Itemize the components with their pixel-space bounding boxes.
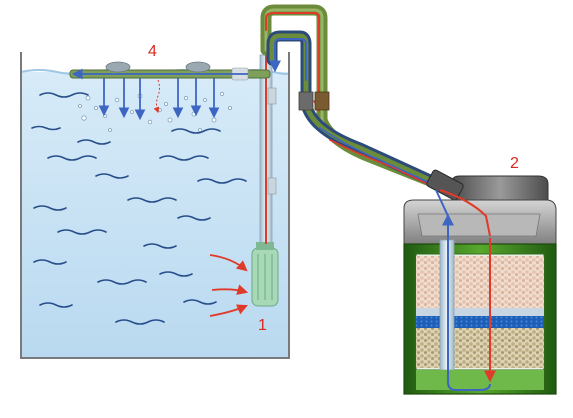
wave	[143, 243, 177, 249]
wave	[159, 271, 193, 277]
suction-cup	[185, 61, 211, 73]
suction-arrow	[209, 304, 248, 317]
canister-lid-recess	[417, 213, 541, 237]
hose-connector-block	[426, 169, 464, 201]
wave	[159, 155, 209, 161]
suction-cup-clip	[267, 177, 277, 195]
label-filter: 2	[510, 155, 519, 172]
tank-water	[21, 72, 289, 358]
hoses	[260, 4, 446, 191]
canister-filter-icon	[403, 169, 557, 395]
media-bio-balls	[416, 328, 544, 368]
suction-cup-clip	[267, 87, 277, 105]
air-bubbles	[78, 91, 232, 132]
hose-flow-line-blue	[319, 127, 429, 183]
wave	[95, 173, 129, 179]
canister-bottom-chamber	[416, 370, 544, 390]
wave	[39, 302, 73, 308]
wave	[97, 279, 147, 285]
suction-arrow	[211, 284, 249, 295]
wave	[31, 125, 61, 131]
suction-cup	[105, 61, 131, 73]
hose-flow-line-red	[329, 139, 437, 189]
media-blue-sponge	[416, 316, 544, 328]
wave	[171, 128, 221, 134]
canister-inlet-flow	[439, 189, 491, 237]
media-ceramic-rings	[416, 256, 544, 308]
canister-up-flow-arrow	[442, 213, 491, 391]
wave	[197, 178, 247, 184]
media-fine-pad	[416, 308, 544, 316]
wave	[47, 155, 97, 161]
wave	[33, 259, 67, 265]
hose-valve	[314, 91, 330, 111]
wave	[177, 215, 211, 221]
wave	[57, 229, 107, 235]
suction-arrow	[209, 254, 248, 272]
spray-bar-icon	[69, 61, 271, 121]
hose-valve	[298, 91, 314, 111]
return-hose-core	[269, 33, 433, 183]
tank-glass-outline	[20, 52, 290, 359]
surface-flow-arrow	[153, 79, 160, 114]
hose-flow-arrow	[265, 12, 325, 113]
hose-flow-arrow	[269, 38, 307, 81]
wave	[39, 92, 89, 98]
water-waves	[31, 92, 247, 325]
wave	[127, 197, 177, 203]
aquarium-tank	[20, 52, 291, 359]
label-spray-bar: 4	[148, 43, 157, 60]
return-hose	[266, 30, 436, 186]
canister-outlet-flow	[435, 189, 449, 217]
wave	[33, 205, 67, 211]
return-flow-arrows	[71, 68, 248, 121]
wave	[115, 319, 165, 325]
strainer-icon	[251, 242, 279, 307]
label-intake: 1	[258, 317, 267, 334]
wave	[77, 139, 111, 145]
wave	[183, 299, 217, 305]
